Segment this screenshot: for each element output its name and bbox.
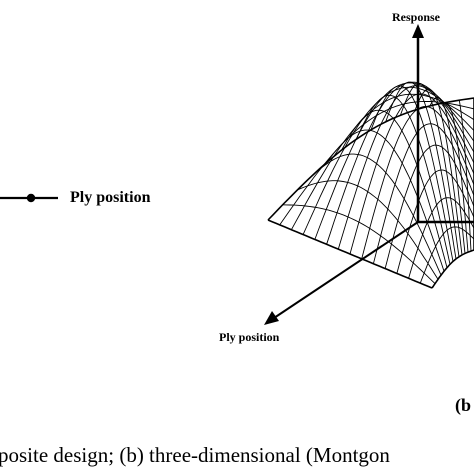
mesh-line — [399, 82, 460, 257]
response-surface-mesh — [267, 81, 474, 289]
panel-letter: (b — [455, 395, 471, 416]
mesh-line — [349, 93, 474, 255]
mesh-line — [385, 81, 457, 259]
left-axis-label: Ply position — [70, 189, 151, 206]
mesh-line — [408, 197, 474, 279]
mesh-line — [355, 94, 451, 265]
mesh-line — [372, 123, 474, 264]
left-axis-point — [26, 193, 36, 203]
response-axis-label: Response — [392, 10, 441, 24]
mesh-line — [326, 129, 445, 272]
response-surface-diagram: Response Ply position (b — [219, 10, 474, 416]
mesh-line — [444, 102, 469, 253]
mesh-line — [431, 249, 474, 289]
mesh-line — [384, 144, 474, 269]
mesh-line — [282, 204, 436, 284]
mesh-line — [458, 100, 472, 252]
figure-caption: posite design; (b) three-dimensional (Mo… — [0, 443, 390, 467]
mesh-line — [267, 97, 474, 221]
mesh-line — [341, 109, 448, 268]
left-axis-diagram: Ply position — [0, 189, 151, 206]
mesh-line — [419, 226, 474, 284]
mesh-line — [429, 96, 466, 254]
ply-position-axis-arrowhead — [264, 311, 279, 325]
mesh-line — [414, 88, 463, 255]
ply-position-axis — [273, 221, 419, 319]
response-axis-arrowhead — [412, 24, 424, 38]
ply-position-axis-label: Ply position — [219, 330, 280, 344]
